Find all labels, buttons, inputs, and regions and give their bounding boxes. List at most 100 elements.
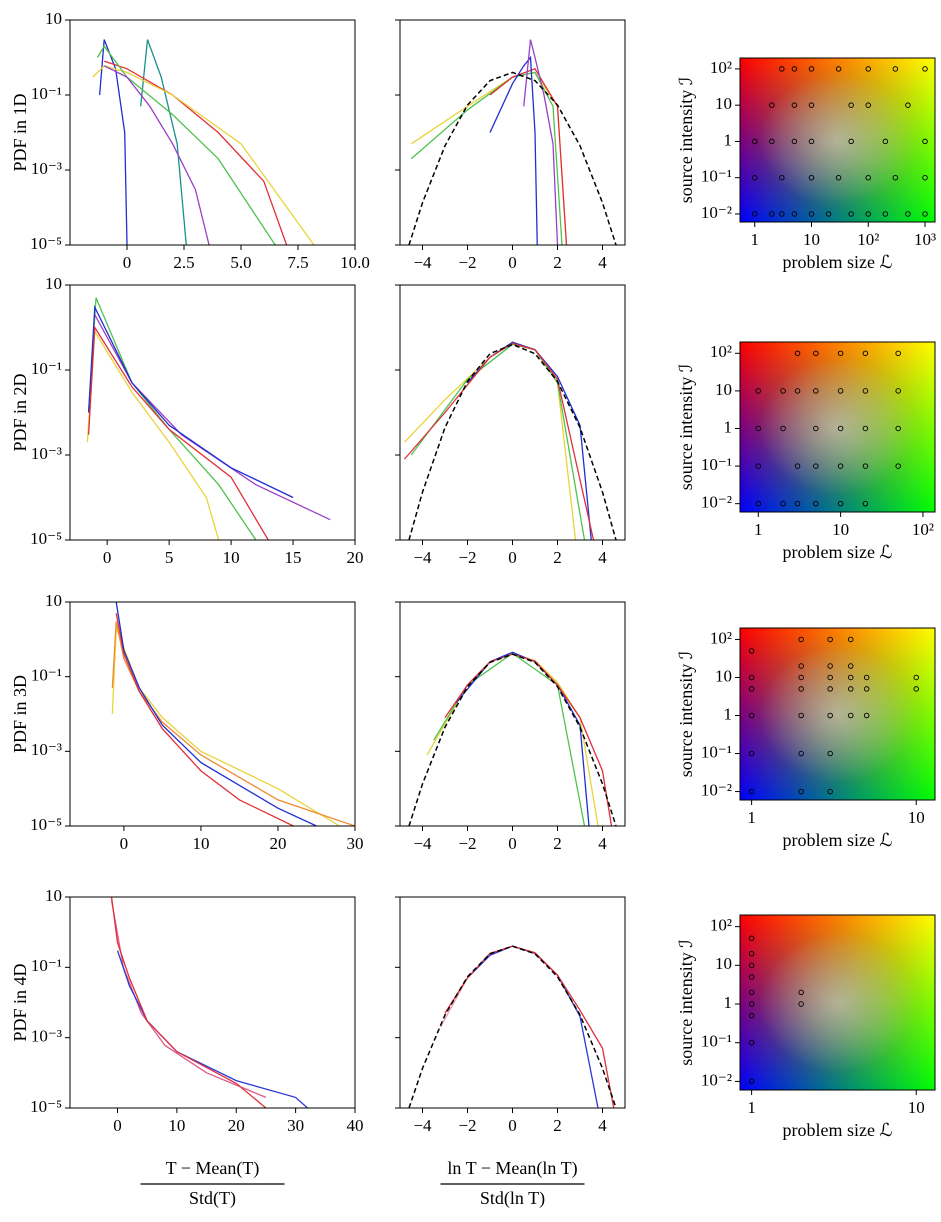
pdf-curve [467,945,599,1108]
point [780,425,786,432]
point [755,500,762,507]
point [863,712,870,719]
point [827,750,833,757]
pdf-curve [103,60,288,245]
point [835,66,842,72]
x-tick-label: 1 [754,520,763,539]
x-tick-label: 1 [747,808,756,827]
point [748,962,755,969]
pdf-curve [110,897,267,1108]
point [798,750,804,757]
point [862,463,869,469]
y-axis-label: PDF in 3D [10,675,30,753]
x-tick-label: 4 [598,548,607,567]
point [827,686,833,692]
y-tick-label: 10⁻¹ [31,84,62,103]
point [813,388,819,394]
point [748,712,755,719]
panel: −4 −2 0 2 4 [395,284,626,567]
x-label-denominator: Std(T) [189,1188,236,1209]
x-tick-label: 0 [508,834,517,853]
point [748,974,755,980]
panel: 1 10 10⁻² 10⁻¹ 1 10 10² source intensity ℐ probl… [676,914,936,1140]
point [895,388,901,394]
point [748,750,755,757]
x-tick-label: 5 [165,548,174,567]
point [808,102,815,108]
y-axis-label: PDF in 4D [10,963,30,1041]
y-tick-label: 10⁻¹ [31,359,62,378]
pdf-curve [92,65,315,245]
point [892,174,899,181]
point [748,950,755,957]
point [808,174,815,181]
x-tick-label: 2 [553,253,562,272]
y-tick-label: 10⁻³ [31,1027,62,1046]
point [847,636,854,643]
point [813,350,819,357]
point [755,388,762,394]
pdf-curve [96,45,276,245]
pdf-curve [489,55,538,245]
x-tick-label: 30 [287,1116,304,1135]
point [905,211,911,217]
point [827,663,833,669]
pdf-curve [115,602,317,826]
x-tick-label: 40 [347,1116,364,1135]
x-tick-label: 10² [857,230,879,249]
point [895,350,901,357]
pdf-curve [87,304,294,499]
axes-frame [739,341,936,513]
point [882,211,889,217]
point [798,989,804,996]
point [837,500,844,507]
point [892,66,899,72]
point [835,174,842,181]
y-axis-label: PDF in 2D [10,373,30,451]
point [827,788,833,795]
y-tick-label: 1 [724,704,733,723]
point [794,388,801,394]
point [865,211,871,217]
x-tick-label: 7.5 [287,253,308,272]
point [798,788,804,795]
point [847,674,854,681]
y-tick-label: 10² [710,342,732,361]
point [791,102,798,108]
pdf-curve [404,342,595,540]
point [862,425,869,432]
y-tick-label: 10⁻⁵ [30,234,62,253]
pdf-curve [87,297,257,540]
pdf-curve [410,343,586,540]
y-tick-label: 1 [724,993,733,1012]
pdf-curve [115,613,294,826]
pdf-curve [444,653,613,826]
y-tick-label: 1 [724,417,733,436]
y-tick-label: 10⁻⁵ [30,529,62,548]
pdf-curve [86,329,220,540]
x-tick-label: 2 [553,1116,562,1135]
point [827,674,833,681]
point [862,350,869,357]
point [791,211,798,217]
y-tick-label: 10⁻³ [31,159,62,178]
point [922,174,928,181]
x-tick-label: 1 [747,1098,756,1117]
y-axis-label: PDF in 1D [10,93,30,171]
point [748,1001,755,1007]
point [865,102,871,108]
y-tick-label: 10 [45,9,62,28]
panel: 1 10 10² 10³ 10⁻² 10⁻¹ 1 10 10² source intensity … [676,57,936,272]
y-tick-label: 10⁻¹ [31,666,62,685]
y-tick-label: 10⁻¹ [701,742,732,761]
x-tick-label: 4 [598,834,607,853]
pdf-curve [523,39,559,245]
x-tick-label: −2 [458,548,476,567]
point [895,425,901,432]
x-tick-label: −2 [458,253,476,272]
panel: 1 10 10⁻² 10⁻¹ 1 10 10² source intensity ℐ probl… [676,627,936,850]
point [837,388,844,394]
point [779,174,785,181]
x-axis-label: problem size ℒ [783,252,893,272]
axes-frame [69,601,356,827]
